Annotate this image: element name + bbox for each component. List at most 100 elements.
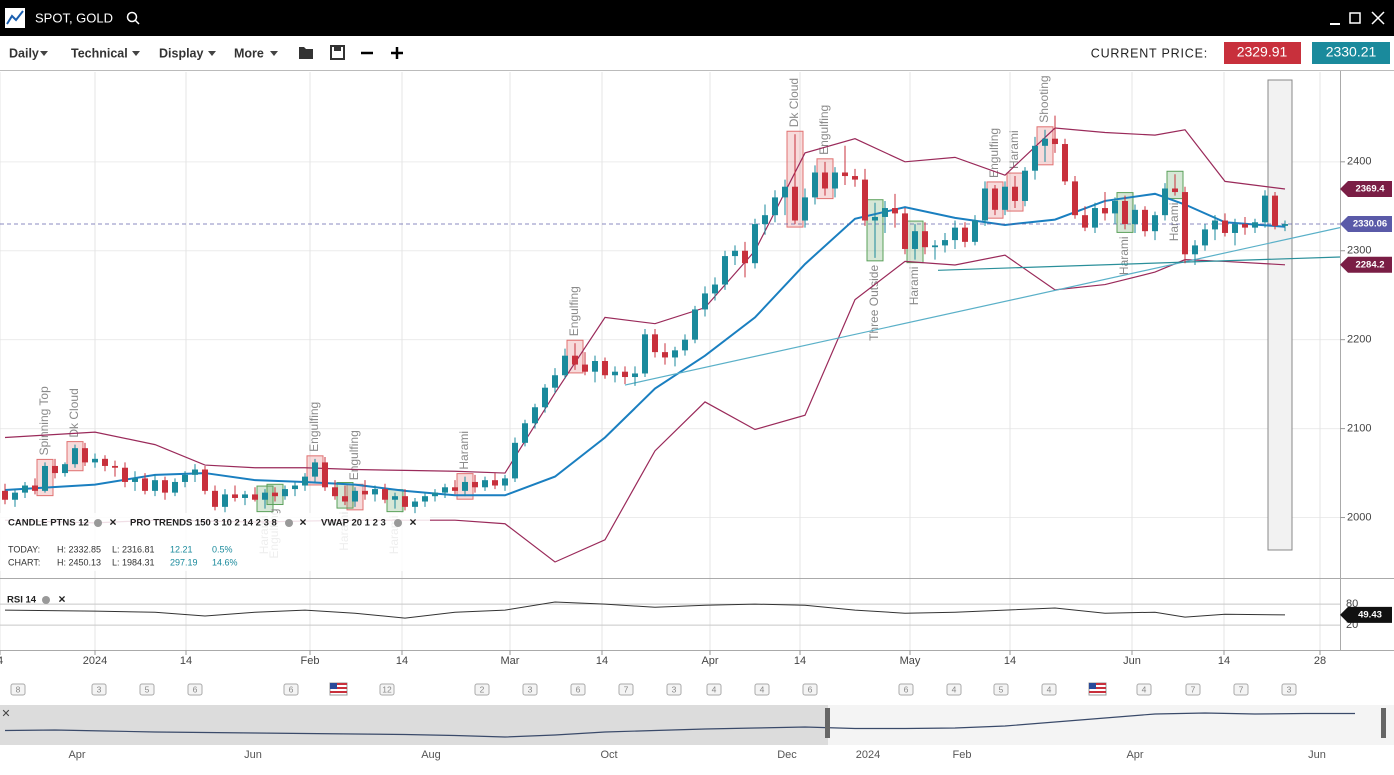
legend-background [0,513,430,571]
candle-body [302,476,308,486]
remove-icon[interactable]: ✕ [299,518,307,529]
pattern-label: Engulfing [347,430,361,480]
x-tick-label: 14 [396,655,408,667]
event-marker[interactable] [10,683,26,696]
event-marker[interactable] [474,683,490,696]
settings-icon[interactable] [285,519,293,527]
event-label: 4 [1047,684,1052,694]
settings-icon[interactable] [394,519,402,527]
close-button[interactable] [1371,11,1385,25]
event-marker[interactable] [1281,683,1297,696]
candle-body [1022,170,1028,201]
event-marker[interactable] [379,683,395,696]
search-icon[interactable] [126,11,140,25]
caret [270,51,278,56]
save-icon[interactable] [330,45,345,60]
event-marker[interactable] [802,683,818,696]
candle-body [312,462,318,477]
navigator-close[interactable]: ✕ [1,708,10,720]
event-marker[interactable] [187,683,203,696]
candle-body [732,250,738,257]
candle-body [862,179,868,221]
x-tick-label: Apr [701,655,718,667]
event-marker[interactable] [1041,683,1057,696]
candle-body [532,407,538,424]
candle-body [1122,200,1128,225]
grid [0,72,1340,650]
settings-icon[interactable] [42,596,50,604]
menu-display[interactable]: Display [159,46,204,60]
event-marker[interactable] [706,683,722,696]
candle-body [1222,220,1228,233]
restore-button[interactable] [1349,12,1361,24]
navigator-handle[interactable] [825,708,830,738]
remove-icon[interactable]: ✕ [409,518,417,529]
price-tag-label: 2369.4 [1355,184,1385,195]
candle-body [92,458,98,463]
candle-body [952,227,958,241]
navigator-label: Apr [1126,749,1143,761]
open-icon[interactable] [299,47,313,59]
event-marker[interactable] [666,683,682,696]
candle-body [522,423,528,443]
candle-body [1192,245,1198,255]
chart-label: CHART: [8,557,40,567]
candle-body [1242,224,1248,228]
drawing-box [1267,79,1293,551]
candle-body [482,480,488,488]
candle-body [542,387,548,408]
event-marker[interactable] [522,683,538,696]
candle-body [662,352,668,358]
candle-body [22,485,28,493]
menu-technical[interactable]: Technical [71,46,128,60]
navigator-label: Jun [1308,749,1326,761]
event-marker[interactable] [754,683,770,696]
zoom-in[interactable] [391,47,403,59]
candle-body [282,489,288,497]
candle-body [572,355,578,365]
candle-body [622,371,628,378]
x-tick-label: 14 [596,655,608,667]
menu-more[interactable]: More [234,46,264,60]
event-marker[interactable] [1136,683,1152,696]
event-marker[interactable] [946,683,962,696]
candle-body [212,490,218,507]
us-flag-event[interactable] [1088,682,1107,696]
settings-icon[interactable] [94,519,102,527]
candle-body [392,496,398,500]
menu-daily[interactable]: Daily [9,46,39,60]
event-marker[interactable] [570,683,586,696]
candle-body [822,172,828,189]
remove-icon[interactable]: ✕ [109,518,117,529]
remove-icon[interactable]: ✕ [58,595,66,606]
navigator-label: Oct [600,749,617,761]
event-marker[interactable] [283,683,299,696]
bid-box[interactable] [1224,42,1301,64]
event-label: 2 [480,684,485,694]
event-marker[interactable] [898,683,914,696]
ask-box[interactable] [1312,42,1390,64]
candle-body [512,442,518,479]
us-flag-event[interactable] [329,682,348,696]
candle-body [442,487,448,493]
candle-body [852,176,858,180]
event-marker[interactable] [1233,683,1249,696]
candle-body [1262,195,1268,223]
candle-body [462,481,468,491]
event-label: 3 [1287,684,1292,694]
candle-body [272,492,278,497]
event-marker[interactable] [1185,683,1201,696]
ask-price: 2330.21 [1326,44,1377,60]
candle-body [752,224,758,264]
pattern-label: Shooting Star [1037,50,1051,123]
indicator-line [4,192,1286,497]
event-marker[interactable] [139,683,155,696]
navigator-handle[interactable] [1381,708,1386,738]
event-marker[interactable] [993,683,1009,696]
candle-body [432,492,438,497]
candle-body [1182,192,1188,255]
event-marker[interactable] [91,683,107,696]
event-marker[interactable] [618,683,634,696]
candle-body [1232,224,1238,233]
